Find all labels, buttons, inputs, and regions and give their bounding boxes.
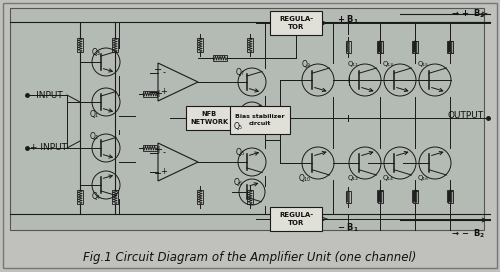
Text: Q₃: Q₃ xyxy=(92,48,100,57)
Bar xyxy=(197,190,203,204)
Bar xyxy=(247,190,253,204)
Text: Q₁₆: Q₁₆ xyxy=(418,175,428,181)
Bar xyxy=(230,106,290,134)
Text: NFB
NETWORK: NFB NETWORK xyxy=(190,111,228,125)
Bar xyxy=(377,41,383,53)
Bar xyxy=(412,190,418,202)
Text: +: + xyxy=(154,145,162,155)
Text: + INPUT: + INPUT xyxy=(30,144,67,153)
Bar xyxy=(10,8,484,230)
Text: −: − xyxy=(154,169,162,179)
Bar xyxy=(112,190,118,204)
Text: -: - xyxy=(162,68,166,77)
Text: +: + xyxy=(160,87,168,96)
Bar xyxy=(346,191,350,203)
Polygon shape xyxy=(158,143,198,181)
Bar xyxy=(378,41,382,53)
Bar xyxy=(412,41,418,53)
Bar xyxy=(377,190,383,202)
Text: Q₄: Q₄ xyxy=(92,191,100,200)
Polygon shape xyxy=(158,63,198,101)
Text: Q₂: Q₂ xyxy=(90,131,98,141)
Bar xyxy=(112,38,118,52)
Text: REGULA-
TOR: REGULA- TOR xyxy=(279,212,313,226)
Text: - INPUT: - INPUT xyxy=(30,91,63,100)
Bar xyxy=(143,91,157,97)
Bar xyxy=(77,38,83,52)
Bar xyxy=(197,38,203,52)
Bar xyxy=(412,41,418,53)
Bar xyxy=(346,41,350,53)
Text: Q₉: Q₉ xyxy=(302,60,310,69)
Text: REGULA-
TOR: REGULA- TOR xyxy=(279,16,313,30)
Bar xyxy=(143,145,157,151)
Text: Bias stabilizer
circuit: Bias stabilizer circuit xyxy=(235,115,285,126)
Bar xyxy=(186,106,232,130)
Bar xyxy=(447,41,453,53)
Text: $\mathbf{\rightarrow +\ B_2}$: $\mathbf{\rightarrow +\ B_2}$ xyxy=(450,8,486,20)
Text: -: - xyxy=(162,148,166,157)
Text: $\mathbf{\rightarrow -\ B_2}$: $\mathbf{\rightarrow -\ B_2}$ xyxy=(450,227,486,240)
Text: $\mathbf{-\ B_1}$: $\mathbf{-\ B_1}$ xyxy=(337,222,359,234)
Text: Q₁₁: Q₁₁ xyxy=(348,61,358,67)
Bar xyxy=(378,191,382,203)
Text: Q₇: Q₇ xyxy=(236,67,244,76)
Text: Q₅: Q₅ xyxy=(234,122,242,131)
Bar xyxy=(213,55,227,61)
Bar xyxy=(448,41,452,53)
Text: +: + xyxy=(154,89,162,99)
Bar xyxy=(247,38,253,52)
Text: +: + xyxy=(160,167,168,176)
Text: Q₁₃: Q₁₃ xyxy=(382,61,394,67)
Text: Q₆: Q₆ xyxy=(234,178,242,187)
Bar xyxy=(270,11,322,35)
Text: Q₁₅: Q₁₅ xyxy=(418,61,428,67)
Text: OUTPUT: OUTPUT xyxy=(448,110,484,119)
Bar xyxy=(412,191,418,203)
Text: Q₁: Q₁ xyxy=(90,110,98,119)
Text: $\mathbf{+\ B_1}$: $\mathbf{+\ B_1}$ xyxy=(337,14,359,26)
Text: Q₈: Q₈ xyxy=(236,147,244,156)
Text: −: − xyxy=(154,65,162,75)
Bar xyxy=(270,207,322,231)
Bar xyxy=(77,190,83,204)
Text: Fig.1 Circuit Diagram of the Amplifier Unit (one channel): Fig.1 Circuit Diagram of the Amplifier U… xyxy=(84,251,416,264)
Bar xyxy=(448,191,452,203)
Text: Q₁₂: Q₁₂ xyxy=(348,175,358,181)
Text: Q₁₄: Q₁₄ xyxy=(382,175,394,181)
Text: Q₁₀: Q₁₀ xyxy=(299,174,311,183)
Bar xyxy=(447,190,453,202)
